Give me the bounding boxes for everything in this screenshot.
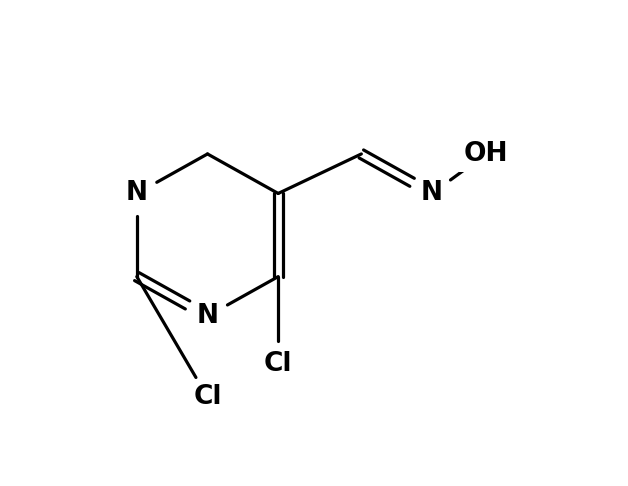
Text: N: N xyxy=(126,180,148,207)
Text: OH: OH xyxy=(464,141,508,167)
Text: Cl: Cl xyxy=(264,351,293,377)
Text: N: N xyxy=(197,303,219,329)
Text: N: N xyxy=(421,180,443,207)
Text: Cl: Cl xyxy=(193,384,222,410)
